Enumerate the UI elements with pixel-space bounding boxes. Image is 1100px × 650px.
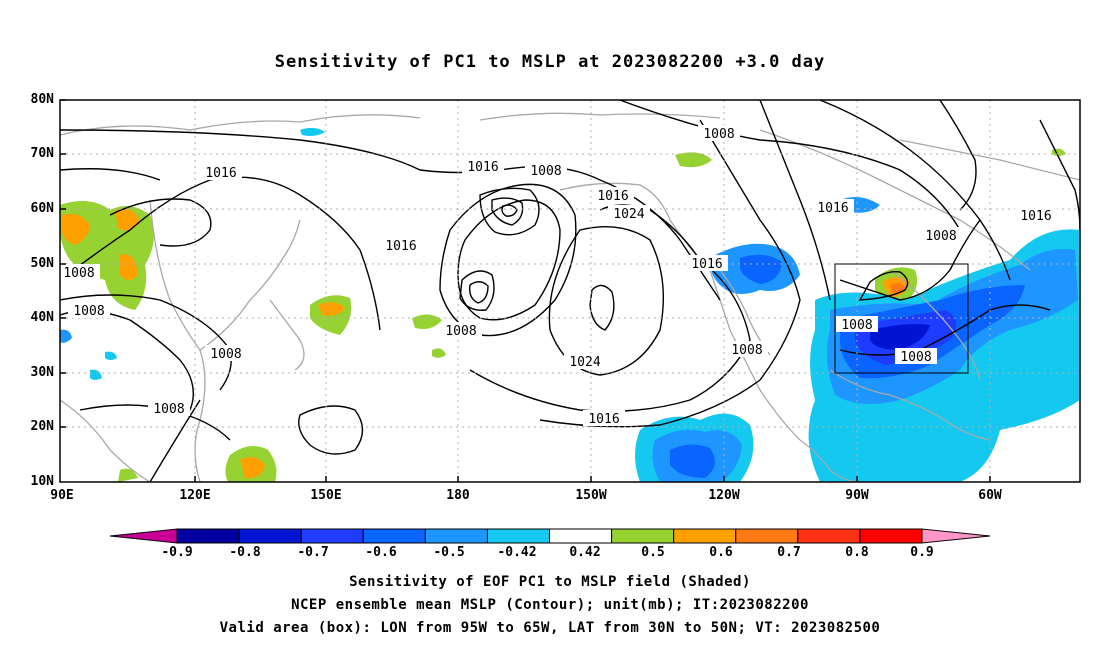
colorbar-tick-label: 0.42	[569, 545, 601, 560]
negative-sensitivity-shading	[60, 127, 1080, 482]
lat-label: 50N	[30, 256, 54, 271]
contour-label: 1008	[836, 316, 878, 333]
contour-label: 1016	[380, 237, 422, 254]
lat-label: 30N	[30, 365, 54, 380]
svg-text:1008: 1008	[210, 347, 241, 362]
svg-text:1008: 1008	[731, 343, 762, 358]
colorbar-tick-label: 0.7	[777, 545, 801, 560]
contour-label: 1024	[608, 205, 650, 222]
contour-label: 1016	[583, 410, 625, 427]
contour-label: 1016	[592, 187, 634, 204]
colorbar-tick-label: 0.5	[641, 545, 665, 560]
lon-label: 90E	[50, 488, 74, 503]
colorbar-high-end	[921, 528, 991, 544]
contour-label: 1008	[726, 341, 768, 358]
contour-label: 1008	[440, 322, 482, 339]
contour-label: 1008	[205, 345, 247, 362]
svg-text:1008: 1008	[841, 318, 872, 333]
contour-label: 1016	[462, 158, 504, 175]
contour-labels: 1016 1008 1008 1016 1024 1008 1016 1016 …	[58, 125, 1057, 427]
colorbar	[109, 528, 991, 544]
contour-label: 1024	[564, 353, 606, 370]
svg-text:1016: 1016	[691, 257, 722, 272]
svg-text:1024: 1024	[569, 355, 600, 370]
colorbar-tick-label: 0.9	[910, 545, 934, 560]
svg-text:1008: 1008	[703, 127, 734, 142]
lat-label: 60N	[30, 201, 54, 216]
contour-label: 1016	[686, 255, 728, 272]
colorbar-tick-label: -0.9	[161, 545, 193, 560]
colorbar-swatch	[424, 528, 488, 544]
lon-label: 180	[446, 488, 470, 503]
colorbar-low-end	[109, 528, 178, 544]
colorbar-tick-label: -0.6	[365, 545, 397, 560]
svg-text:1016: 1016	[1020, 209, 1051, 224]
contour-label: 1016	[812, 199, 854, 216]
valid-area-box	[834, 263, 969, 374]
lon-label: 120W	[708, 488, 740, 503]
colorbar-swatch	[238, 528, 302, 544]
plot-frame	[59, 99, 1081, 483]
colorbar-swatch	[176, 528, 240, 544]
svg-text:1008: 1008	[63, 266, 94, 281]
svg-text:1016: 1016	[597, 189, 628, 204]
tick-marks	[60, 99, 991, 482]
colorbar-swatch	[859, 528, 923, 544]
svg-text:1016: 1016	[385, 239, 416, 254]
lat-label: 70N	[30, 146, 54, 161]
colorbar-swatch	[486, 528, 550, 544]
colorbar-swatch	[362, 528, 426, 544]
svg-text:1016: 1016	[205, 166, 236, 181]
contour-label: 1016	[200, 164, 242, 181]
svg-text:1024: 1024	[613, 207, 644, 222]
colorbar-tick-label: 0.6	[709, 545, 733, 560]
contour-label: 1008	[68, 302, 110, 319]
caption-contour: NCEP ensemble mean MSLP (Contour); unit(…	[291, 597, 809, 613]
lon-label: 150E	[310, 488, 342, 503]
colorbar-swatch	[673, 528, 737, 544]
colorbar-tick-label: -0.5	[433, 545, 465, 560]
lon-label: 150W	[575, 488, 607, 503]
colorbar-swatch	[300, 528, 364, 544]
svg-text:1016: 1016	[467, 160, 498, 175]
contour-label: 1008	[525, 162, 567, 179]
lat-label: 20N	[30, 419, 54, 434]
contour-label: 1008	[895, 348, 937, 365]
contour-label: 1016	[1015, 207, 1057, 224]
colorbar-tick-label: -0.42	[497, 545, 537, 560]
lat-label: 40N	[30, 310, 54, 325]
colorbar-swatch	[735, 528, 799, 544]
svg-text:1008: 1008	[445, 324, 476, 339]
contour-label: 1008	[148, 400, 190, 417]
caption-shading: Sensitivity of EOF PC1 to MSLP field (Sh…	[349, 574, 751, 590]
lon-label: 60W	[978, 488, 1002, 503]
colorbar-swatch	[549, 528, 613, 544]
contour-label: 1008	[698, 125, 740, 142]
lat-label: 10N	[30, 474, 54, 489]
lon-label: 90W	[845, 488, 869, 503]
lat-label: 80N	[30, 92, 54, 107]
svg-text:1008: 1008	[900, 350, 931, 365]
svg-text:1016: 1016	[588, 412, 619, 427]
lon-label: 120E	[179, 488, 211, 503]
caption-valid-area: Valid area (box): LON from 95W to 65W, L…	[219, 620, 881, 636]
svg-text:1008: 1008	[153, 402, 184, 417]
map-title: Sensitivity of PC1 to MSLP at 2023082200…	[274, 52, 826, 72]
colorbar-tick-label: -0.7	[297, 545, 329, 560]
colorbar-tick-label: 0.8	[845, 545, 869, 560]
colorbar-swatch	[797, 528, 861, 544]
contour-label: 1008	[58, 264, 100, 281]
svg-text:1008: 1008	[530, 164, 561, 179]
svg-text:1016: 1016	[817, 201, 848, 216]
contour-label: 1008	[920, 227, 962, 244]
svg-text:1008: 1008	[925, 229, 956, 244]
svg-text:1008: 1008	[73, 304, 104, 319]
colorbar-tick-label: -0.8	[229, 545, 261, 560]
colorbar-swatch	[611, 528, 675, 544]
